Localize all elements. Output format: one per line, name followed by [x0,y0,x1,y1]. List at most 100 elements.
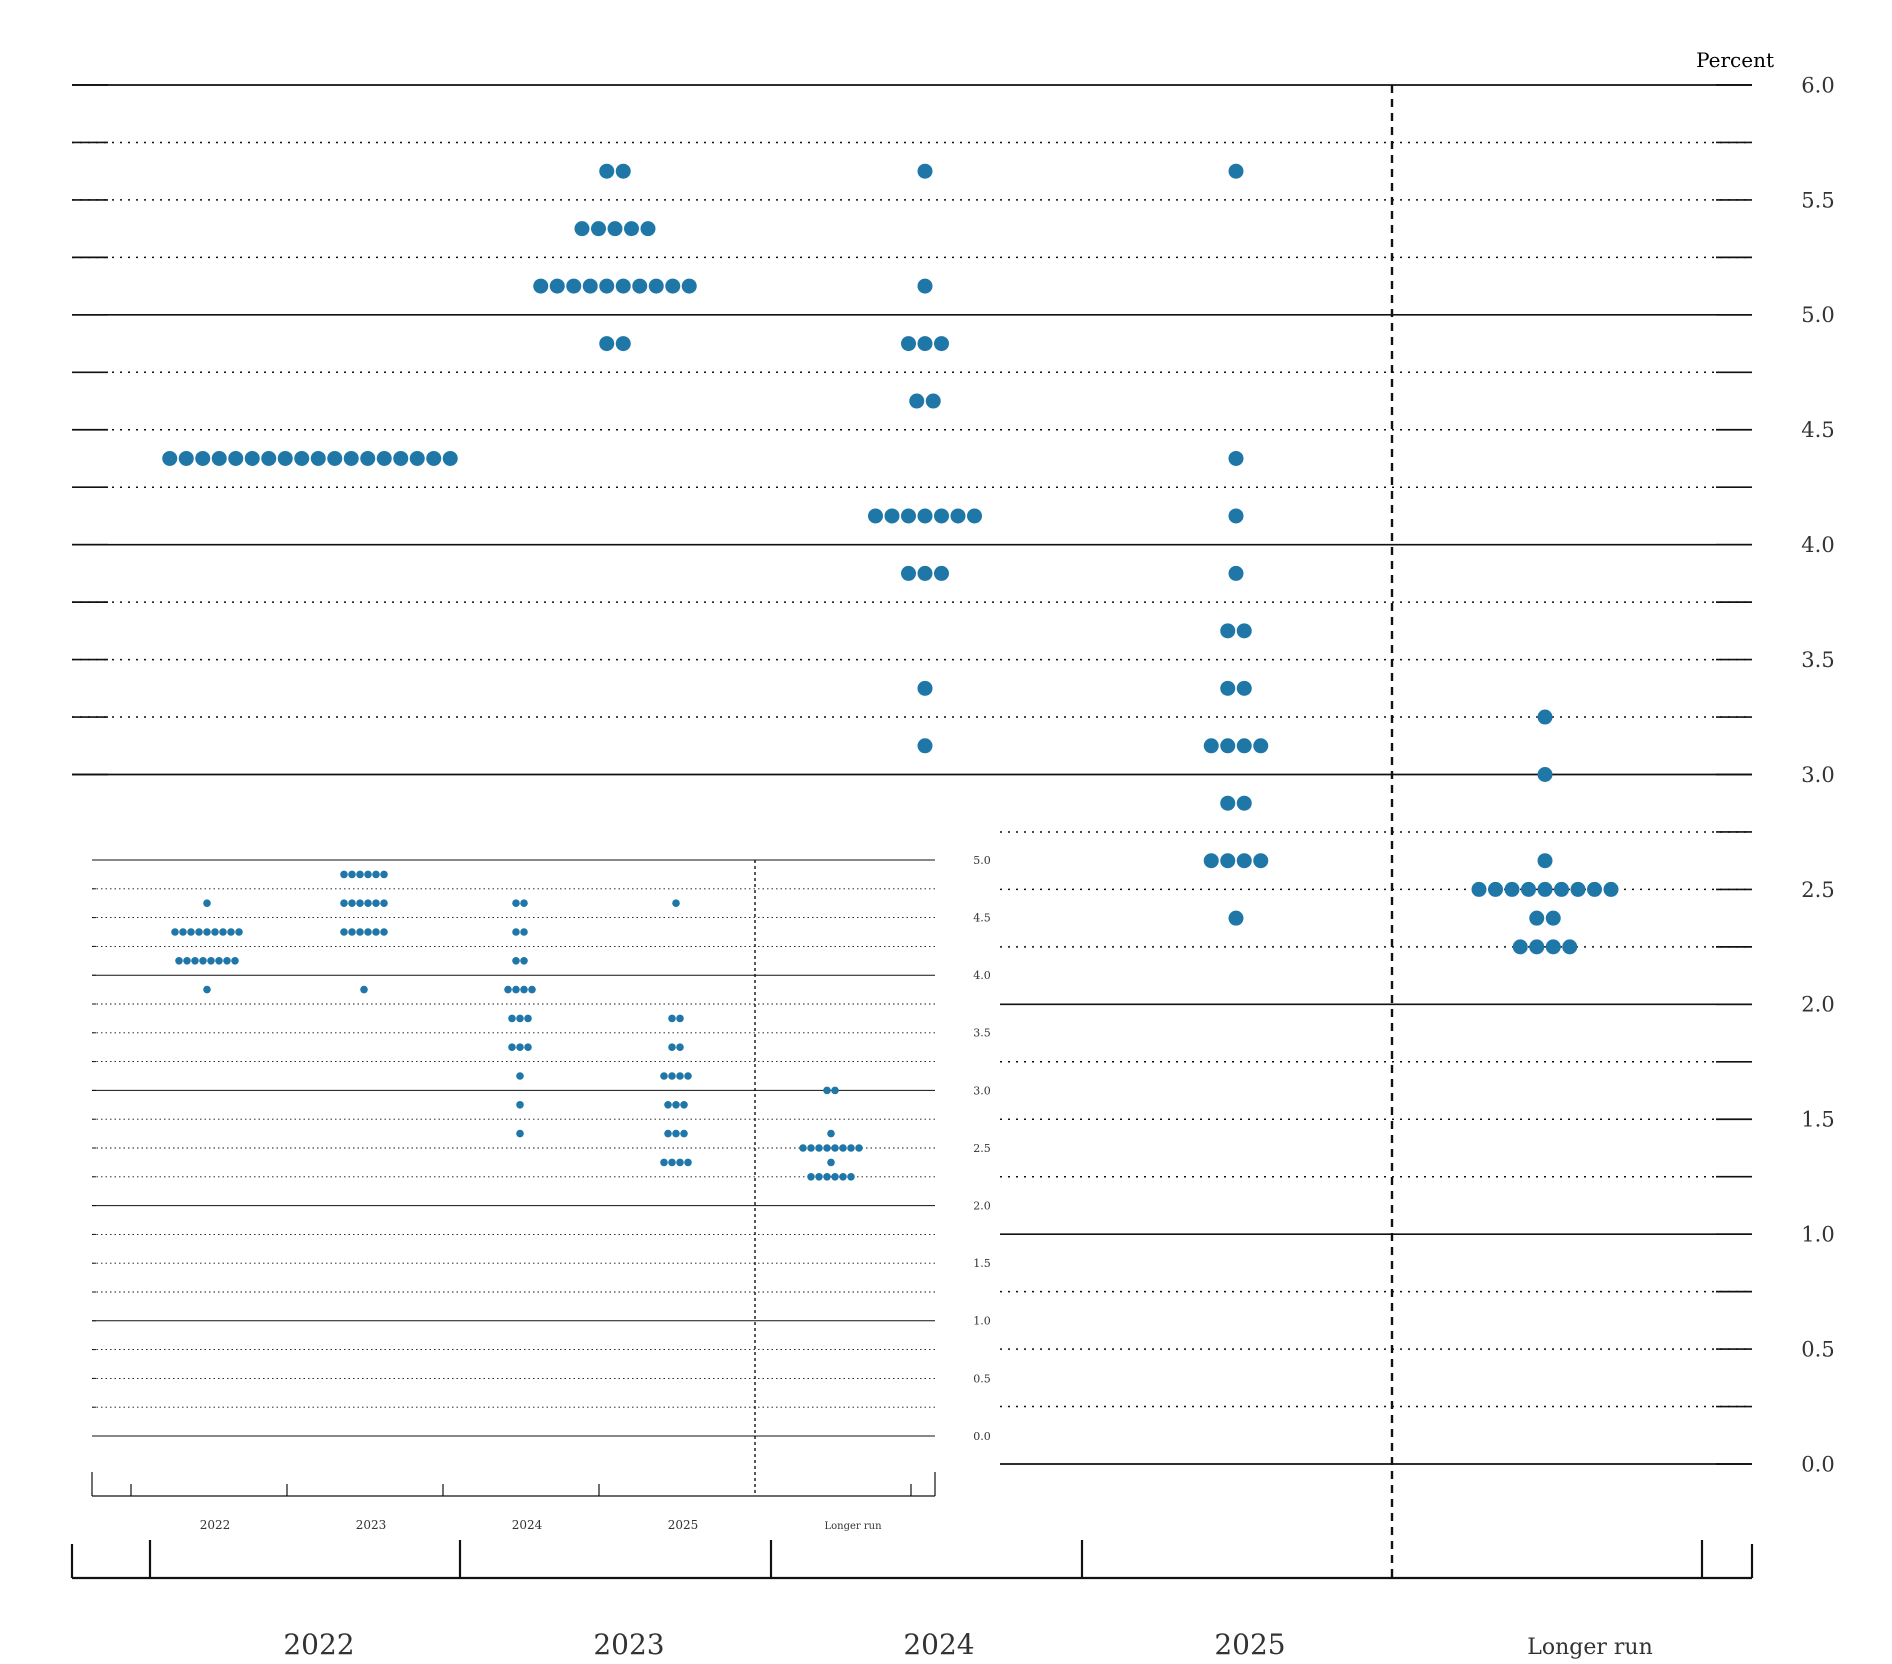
projection-dot [1537,709,1553,725]
projection-dot [340,928,348,936]
y-tick-label: 3.0 [973,1084,991,1097]
projection-dot [524,1014,532,1023]
projection-dot [203,899,211,907]
y-tick-label: 5.0 [1801,303,1834,327]
y-tick-label: 4.5 [1801,418,1834,442]
projection-dot [599,336,615,352]
main-x-category-labels: 2022 2023 2024 2025 Longer run [283,1628,1652,1661]
projection-dot [815,1144,823,1152]
projection-dot [676,1158,684,1167]
inset-dots [171,870,863,1181]
projection-dot [343,450,359,466]
y-tick-label: 0.0 [1801,1452,1834,1476]
y-tick-label: 5.5 [1801,188,1834,212]
projection-dot [660,1158,668,1167]
projection-dot [807,1173,815,1181]
projection-dot [1220,738,1236,754]
projection-dot [664,1101,672,1109]
projection-dot [668,1043,676,1051]
projection-dot [632,278,648,294]
projection-dot [676,1014,684,1023]
y-tick-label: 3.0 [1801,763,1834,787]
projection-dot [917,738,933,754]
projection-dot [1562,939,1578,955]
x-category-label: 2022 [200,1518,231,1532]
projection-dot [364,928,372,936]
projection-dot [1203,853,1219,869]
projection-dot [393,450,409,466]
projection-dot [934,508,949,524]
y-tick-label: 0.5 [1801,1337,1834,1361]
projection-dot [599,163,615,179]
projection-dot [668,1072,676,1080]
projection-dot [516,1014,524,1023]
projection-dot [1570,881,1586,897]
projection-dot [917,163,933,179]
projection-dot [380,870,388,879]
projection-dot [195,450,211,466]
y-tick-label: 4.5 [973,911,991,924]
projection-dot [1521,881,1536,897]
projection-dot [364,870,372,879]
projection-dot [1220,853,1236,869]
projection-dot [823,1173,831,1181]
y-tick-label: 4.0 [973,969,991,982]
projection-dot [901,508,916,524]
projection-dot [839,1144,847,1152]
main-axis-frame [70,85,1754,1580]
projection-dot [360,985,368,994]
projection-dot [807,1144,815,1152]
projection-dot [228,450,244,466]
x-category-label: 2025 [668,1518,699,1532]
projection-dot [615,336,631,352]
projection-dot [934,336,949,352]
y-tick-label: 1.0 [973,1315,991,1328]
projection-dot [1236,795,1252,811]
projection-dot [680,1129,688,1138]
projection-dot [1471,881,1487,897]
projection-dot [925,393,941,409]
projection-dot [1587,881,1602,897]
projection-dot [855,1144,863,1152]
projection-dot [917,336,933,352]
projection-dot [1537,853,1553,869]
projection-dot [823,1144,831,1152]
projection-dot [512,928,520,936]
x-category-label: 2022 [283,1628,354,1661]
projection-dot [348,928,356,936]
projection-dot [664,1129,672,1138]
projection-dot [223,957,231,965]
projection-dot [227,928,235,936]
projection-dot [624,221,639,237]
projection-dot [183,957,191,965]
projection-dot [1228,163,1244,179]
projection-dot [348,870,356,879]
projection-dot [512,899,520,907]
projection-dot [1554,881,1569,897]
projection-dot [901,336,916,352]
projection-dot [520,928,528,936]
projection-dot [409,450,425,466]
projection-dot [684,1072,692,1080]
y-tick-label: 3.5 [1801,648,1834,672]
projection-dot [1537,881,1553,897]
projection-dot [211,928,219,936]
projection-dot [574,221,590,237]
projection-dot [1228,910,1244,926]
projection-dot [868,508,883,524]
projection-dot [648,278,664,294]
projection-dot [684,1158,692,1167]
projection-dot [615,163,631,179]
projection-dot [516,1129,524,1138]
projection-dot [815,1173,823,1181]
projection-dot [231,957,239,965]
projection-dot [380,928,388,936]
projection-dot [1228,508,1244,524]
projection-dot [1253,853,1269,869]
projection-dot [508,1014,516,1023]
inset-x-category-labels: 2022 2023 2024 2025 Longer run [200,1518,882,1532]
projection-dot [827,1158,835,1167]
projection-dot [1512,939,1528,955]
y-tick-label: 0.0 [973,1430,991,1443]
projection-dot [1488,881,1503,897]
